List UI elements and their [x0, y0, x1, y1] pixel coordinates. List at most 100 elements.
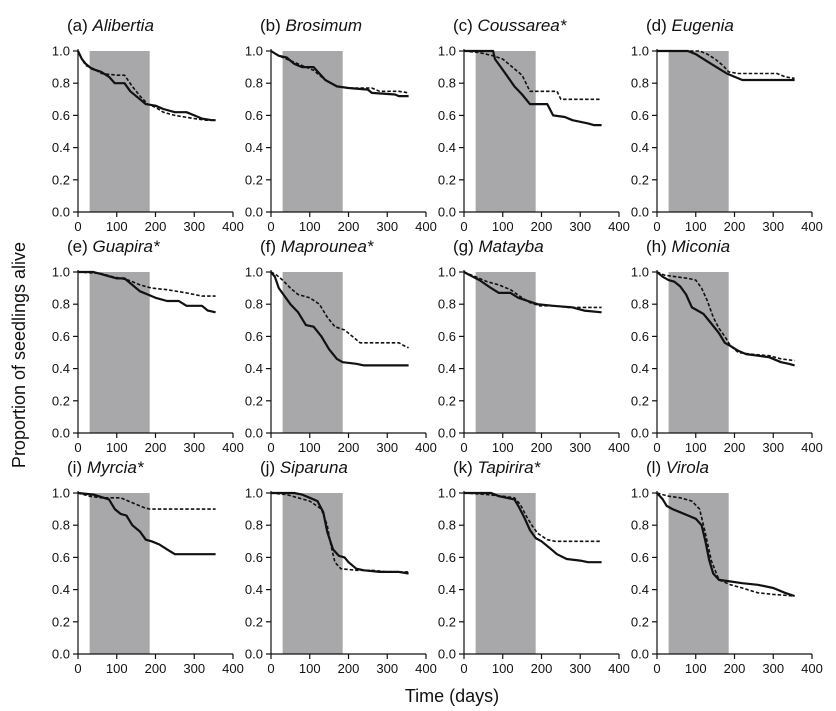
y-tick-label: 0.0: [245, 205, 263, 220]
y-tick-label: 0.8: [245, 518, 263, 533]
series-line-solid: [270, 271, 409, 367]
x-tick-label: 0: [460, 661, 467, 676]
series-line-dashed: [463, 50, 602, 101]
panels-group: 0.0 0.2 0.4 0.6 0.8 1.0 0 100 200 300 400 (a) Alibe…: [52, 16, 823, 676]
y-tick-label: 0.2: [631, 172, 649, 187]
series-line-dashed: [656, 492, 795, 597]
y-tick-label: 0.2: [52, 614, 70, 629]
panel-title: (k) Tapirira*: [453, 458, 542, 477]
panel-letter: (g): [453, 237, 479, 256]
x-tick-label: 0: [74, 661, 81, 676]
y-tick-label: 0.2: [245, 393, 263, 408]
series-line-solid: [78, 270, 216, 314]
x-tick-label: 100: [299, 661, 321, 676]
x-tick-label: 100: [106, 219, 128, 234]
species-name: Eugenia: [672, 16, 734, 35]
shaded-period: [282, 493, 343, 654]
panel-letter: (c): [453, 16, 478, 35]
series-line-solid: [656, 492, 795, 598]
panel-alibertia: 0.0 0.2 0.4 0.6 0.8 1.0 0 100 200 300 400 (a) Alibe…: [52, 16, 244, 234]
panel-guapira: 0.0 0.2 0.4 0.6 0.8 1.0 0 100 200 300 400 (e) Guapi…: [52, 237, 244, 455]
y-tick-label: 0.0: [631, 205, 649, 220]
x-tick-label: 200: [145, 661, 167, 676]
x-tick-label: 100: [106, 440, 128, 455]
panel-letter: (a): [67, 16, 93, 35]
y-tick-label: 0.8: [438, 518, 456, 533]
x-tick-label: 100: [492, 661, 514, 676]
y-tick-label: 1.0: [52, 44, 70, 59]
species-name: Tapirira*: [478, 458, 542, 477]
y-tick-label: 1.0: [52, 486, 70, 501]
y-tick-label: 0.8: [52, 518, 70, 533]
x-tick-label: 300: [376, 661, 398, 676]
y-tick-label: 1.0: [438, 265, 456, 280]
y-tick-label: 0.2: [438, 393, 456, 408]
x-tick-label: 100: [492, 219, 514, 234]
x-tick-label: 400: [608, 219, 630, 234]
x-tick-label: 200: [338, 219, 360, 234]
x-tick-label: 200: [145, 440, 167, 455]
panel-title: (f) Maprounea*: [260, 237, 375, 256]
series-line-dashed: [463, 271, 602, 309]
x-tick-label: 300: [376, 219, 398, 234]
x-tick-label: 300: [569, 219, 591, 234]
y-tick-label: 0.0: [245, 647, 263, 662]
x-tick-label: 300: [569, 661, 591, 676]
species-name: Miconia: [672, 237, 731, 256]
x-tick-label: 300: [376, 440, 398, 455]
shaded-period: [668, 51, 729, 212]
panel-letter: (j): [260, 458, 280, 477]
x-tick-label: 400: [801, 219, 823, 234]
shaded-period: [89, 493, 150, 654]
panel-title: (h) Miconia: [646, 237, 730, 256]
species-name: Brosimum: [286, 16, 363, 35]
species-name: Siparuna: [280, 458, 348, 477]
y-tick-label: 0.0: [52, 205, 70, 220]
shaded-period: [475, 272, 536, 433]
y-tick-label: 1.0: [631, 265, 649, 280]
y-tick-label: 1.0: [245, 265, 263, 280]
y-tick-label: 0.4: [438, 361, 456, 376]
series-line-dashed: [77, 492, 216, 510]
y-tick-label: 0.4: [52, 140, 70, 155]
x-tick-label: 0: [653, 440, 660, 455]
y-tick-label: 0.8: [52, 76, 70, 91]
x-tick-label: 100: [685, 440, 707, 455]
x-tick-label: 400: [801, 661, 823, 676]
y-tick-label: 1.0: [438, 44, 456, 59]
panel-letter: (k): [453, 458, 478, 477]
x-tick-label: 300: [183, 440, 205, 455]
y-tick-label: 0.2: [52, 393, 70, 408]
x-tick-label: 100: [685, 661, 707, 676]
series-line-dashed: [657, 50, 795, 80]
x-tick-label: 100: [106, 661, 128, 676]
y-tick-label: 0.6: [631, 550, 649, 565]
series-line-dashed: [656, 271, 795, 362]
y-tick-label: 0.6: [245, 329, 263, 344]
panel-letter: (h): [646, 237, 672, 256]
series-line-dashed: [463, 492, 602, 543]
x-tick-label: 100: [299, 219, 321, 234]
x-tick-label: 300: [569, 440, 591, 455]
y-tick-label: 1.0: [245, 486, 263, 501]
x-tick-label: 200: [338, 440, 360, 455]
y-tick-label: 0.8: [631, 297, 649, 312]
y-tick-label: 0.0: [438, 647, 456, 662]
y-tick-label: 0.2: [245, 614, 263, 629]
y-tick-label: 0.8: [52, 297, 70, 312]
shaded-period: [282, 272, 343, 433]
species-name: Myrcia*: [87, 458, 145, 477]
panel-letter: (b): [260, 16, 286, 35]
x-tick-label: 400: [608, 661, 630, 676]
x-tick-label: 200: [531, 440, 553, 455]
panel-title: (j) Siparuna: [260, 458, 348, 477]
y-axis-title: Proportion of seedlings alive: [9, 242, 29, 468]
y-tick-label: 0.6: [52, 550, 70, 565]
panel-title: (g) Matayba: [453, 237, 544, 256]
panel-title: (e) Guapira*: [67, 237, 161, 256]
panel-miconia: 0.0 0.2 0.4 0.6 0.8 1.0 0 100 200 300 400 (h) Micon…: [631, 237, 823, 455]
series-line-solid: [464, 49, 602, 127]
panel-letter: (i): [67, 458, 87, 477]
x-tick-label: 200: [531, 219, 553, 234]
